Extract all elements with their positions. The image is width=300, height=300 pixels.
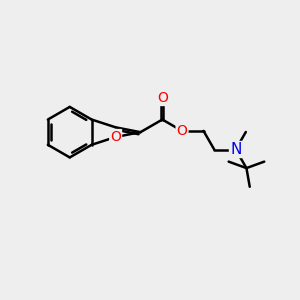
Text: O: O — [157, 91, 168, 105]
Text: N: N — [230, 142, 242, 157]
Text: O: O — [110, 130, 121, 144]
Text: O: O — [177, 124, 188, 138]
